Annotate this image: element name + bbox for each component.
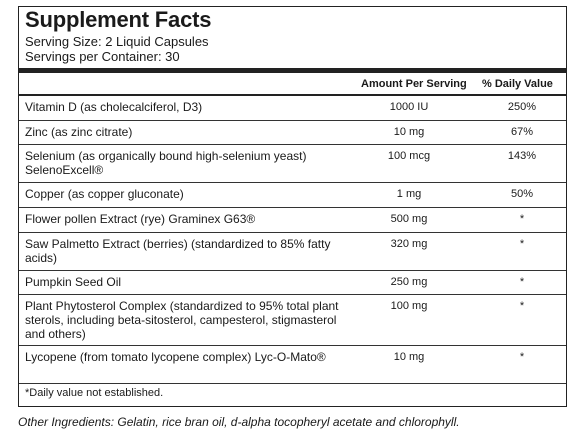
header-divider <box>19 94 566 96</box>
table-row: Pumpkin Seed Oil 250 mg * <box>19 271 566 295</box>
amount-per-serving: 10 mg <box>393 351 425 363</box>
ingredient-name: Copper (as copper gluconate) <box>25 187 184 201</box>
daily-value: 67% <box>510 126 534 138</box>
ingredient-name: Zinc (as zinc citrate) <box>25 125 133 139</box>
ingredient-name: Saw Palmetto Extract (berries) (standard… <box>25 237 331 265</box>
table-row: Lycopene (from tomato lycopene complex) … <box>19 346 566 384</box>
ingredient-name: Vitamin D (as cholecalciferol, D3) <box>25 100 203 114</box>
ingredient-name: Lycopene (from tomato lycopene complex) … <box>25 350 326 364</box>
supplement-facts-panel: Supplement Facts Serving Size: 2 Liquid … <box>18 6 567 407</box>
table-row: Zinc (as zinc citrate) 10 mg 67% <box>19 121 566 145</box>
daily-value: * <box>519 351 525 363</box>
serving-size: Serving Size: 2 Liquid Capsules <box>25 34 209 49</box>
ingredient-name: Flower pollen Extract (rye) Graminex G63… <box>25 212 256 226</box>
ingredient-name: Pumpkin Seed Oil <box>25 275 122 289</box>
daily-value: * <box>519 238 525 250</box>
servings-per-container: Servings per Container: 30 <box>25 49 180 64</box>
daily-value: 143% <box>507 150 537 162</box>
column-header-amount: Amount Per Serving <box>361 78 467 90</box>
footnote: *Daily value not established. <box>25 387 164 399</box>
table-row: Copper (as copper gluconate) 1 mg 50% <box>19 183 566 208</box>
ingredient-name: Plant Phytosterol Complex (standardized … <box>25 299 339 341</box>
amount-per-serving: 100 mg <box>390 300 428 312</box>
panel-title: Supplement Facts <box>25 7 212 32</box>
amount-per-serving: 320 mg <box>390 238 428 250</box>
amount-per-serving: 500 mg <box>390 213 428 225</box>
daily-value: 250% <box>507 101 537 113</box>
amount-per-serving: 1 mg <box>396 188 422 200</box>
table-row: Plant Phytosterol Complex (standardized … <box>19 295 566 346</box>
other-ingredients: Other Ingredients: Gelatin, rice bran oi… <box>18 415 460 429</box>
ingredient-name: Selenium (as organically bound high-sele… <box>25 149 307 177</box>
amount-per-serving: 250 mg <box>390 276 428 288</box>
amount-per-serving: 100 mcg <box>387 150 431 162</box>
daily-value: * <box>519 276 525 288</box>
daily-value: 50% <box>510 188 534 200</box>
amount-per-serving: 10 mg <box>393 126 425 138</box>
column-header-daily-value: % Daily Value <box>482 78 553 90</box>
table-row: Saw Palmetto Extract (berries) (standard… <box>19 233 566 271</box>
table-row: Vitamin D (as cholecalciferol, D3) 1000 … <box>19 96 566 121</box>
table-row: Flower pollen Extract (rye) Graminex G63… <box>19 208 566 233</box>
daily-value: * <box>519 300 525 312</box>
table-row: Selenium (as organically bound high-sele… <box>19 145 566 183</box>
thick-divider <box>19 68 566 73</box>
amount-per-serving: 1000 IU <box>389 101 429 113</box>
daily-value: * <box>519 213 525 225</box>
